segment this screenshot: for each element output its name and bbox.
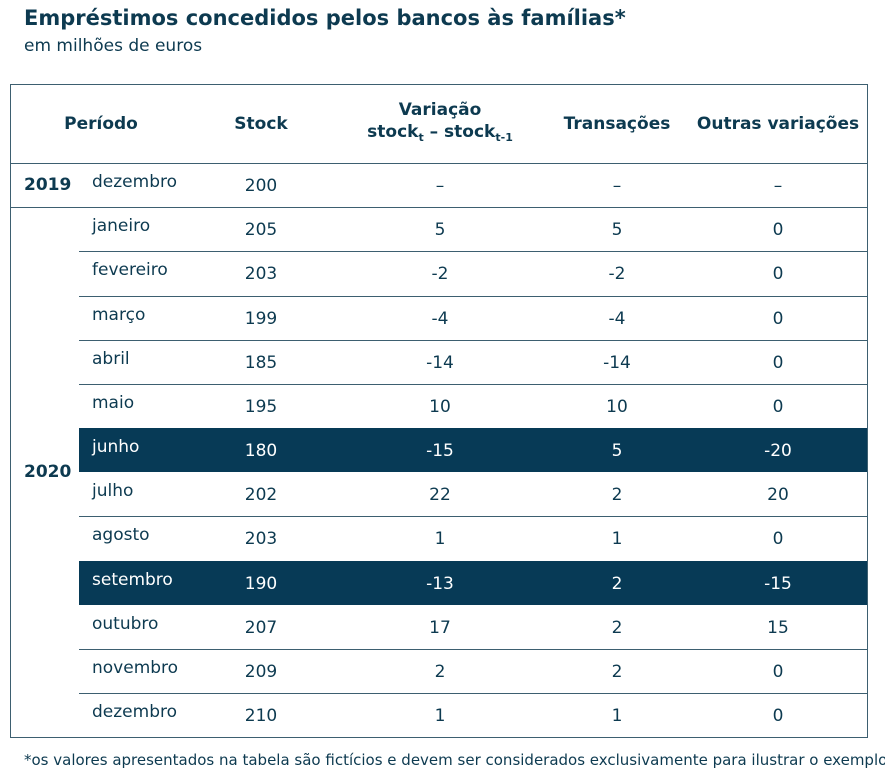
value: 17 bbox=[429, 617, 451, 638]
header-variation: Variação stockt – stockt-1 bbox=[367, 99, 513, 149]
group-rule bbox=[10, 207, 867, 209]
value: 2 bbox=[434, 661, 446, 682]
value: 5 bbox=[434, 220, 446, 241]
row-rule bbox=[79, 295, 867, 297]
value: 15 bbox=[767, 617, 789, 638]
month: novembro bbox=[92, 657, 179, 678]
header-text: Variação bbox=[398, 99, 482, 120]
highlight-row bbox=[79, 428, 867, 473]
month: dezembro bbox=[92, 172, 177, 193]
subscript: t bbox=[418, 131, 424, 145]
value: 205 bbox=[244, 220, 278, 241]
month: abril bbox=[92, 348, 130, 369]
value: 0 bbox=[772, 661, 784, 682]
value: 5 bbox=[611, 220, 623, 241]
month: julho bbox=[92, 481, 134, 502]
value: 180 bbox=[244, 441, 278, 462]
value: 1 bbox=[611, 529, 623, 550]
value: 22 bbox=[429, 485, 451, 506]
value: 0 bbox=[772, 220, 784, 241]
value: 0 bbox=[772, 529, 784, 550]
value: -14 bbox=[603, 352, 631, 373]
value: 1 bbox=[434, 706, 446, 727]
header-text: – stock bbox=[423, 121, 496, 142]
value: 202 bbox=[244, 485, 278, 506]
highlight-row bbox=[79, 560, 867, 605]
title: Empréstimos concedidos pelos bancos às f… bbox=[24, 6, 626, 30]
table bbox=[10, 84, 868, 738]
header-text: stock bbox=[367, 121, 419, 142]
value: 200 bbox=[244, 176, 278, 197]
value: 20 bbox=[767, 485, 789, 506]
month: setembro bbox=[92, 569, 173, 590]
value: 0 bbox=[772, 264, 784, 285]
value: 190 bbox=[244, 573, 278, 594]
month: fevereiro bbox=[92, 260, 168, 281]
value: -4 bbox=[431, 308, 449, 329]
row-rule bbox=[79, 339, 867, 341]
value: 2 bbox=[611, 485, 623, 506]
value: 2 bbox=[611, 661, 623, 682]
month: março bbox=[92, 304, 146, 325]
value: 209 bbox=[244, 661, 278, 682]
year: 2019 bbox=[24, 175, 72, 196]
row-rule bbox=[79, 648, 867, 650]
value: 207 bbox=[244, 617, 278, 638]
month: maio bbox=[92, 392, 135, 413]
value: -13 bbox=[426, 573, 454, 594]
month: agosto bbox=[92, 525, 150, 546]
subtitle: em milhões de euros bbox=[24, 36, 203, 56]
row-rule bbox=[79, 251, 867, 253]
row-rule bbox=[10, 163, 867, 164]
month: janeiro bbox=[92, 216, 151, 237]
header-transactions: Transações bbox=[563, 114, 671, 134]
value: 185 bbox=[244, 352, 278, 373]
value: -2 bbox=[608, 264, 626, 285]
value: 5 bbox=[611, 441, 623, 462]
row-rule bbox=[79, 693, 867, 695]
value: 0 bbox=[772, 352, 784, 373]
header-period: Período bbox=[64, 114, 138, 134]
row-rule bbox=[79, 516, 867, 518]
value: 210 bbox=[244, 706, 278, 727]
value: 2 bbox=[611, 573, 623, 594]
value: 0 bbox=[772, 308, 784, 329]
value: -15 bbox=[426, 441, 454, 462]
value: – bbox=[612, 176, 622, 197]
value: 203 bbox=[244, 529, 278, 550]
value: 195 bbox=[244, 396, 278, 417]
value: – bbox=[435, 176, 445, 197]
value: -14 bbox=[426, 352, 454, 373]
value: 10 bbox=[606, 396, 628, 417]
value: – bbox=[773, 176, 783, 197]
value: 0 bbox=[772, 706, 784, 727]
month: outubro bbox=[92, 613, 159, 634]
value: 203 bbox=[244, 264, 278, 285]
value: 0 bbox=[772, 396, 784, 417]
year: 2020 bbox=[24, 462, 72, 483]
row-rule bbox=[79, 383, 867, 385]
header-stock: Stock bbox=[234, 114, 288, 134]
value: 1 bbox=[611, 706, 623, 727]
value: -15 bbox=[764, 573, 792, 594]
month: junho bbox=[92, 437, 140, 458]
value: -2 bbox=[431, 264, 449, 285]
header-other: Outras variações bbox=[696, 114, 860, 134]
value: 199 bbox=[244, 308, 278, 329]
value: -20 bbox=[764, 441, 792, 462]
value: -4 bbox=[608, 308, 626, 329]
value: 1 bbox=[434, 529, 446, 550]
footnote: *os valores apresentados na tabela são f… bbox=[24, 751, 885, 769]
subscript: t-1 bbox=[495, 131, 513, 145]
value: 2 bbox=[611, 617, 623, 638]
month: dezembro bbox=[92, 702, 177, 723]
value: 10 bbox=[429, 396, 451, 417]
